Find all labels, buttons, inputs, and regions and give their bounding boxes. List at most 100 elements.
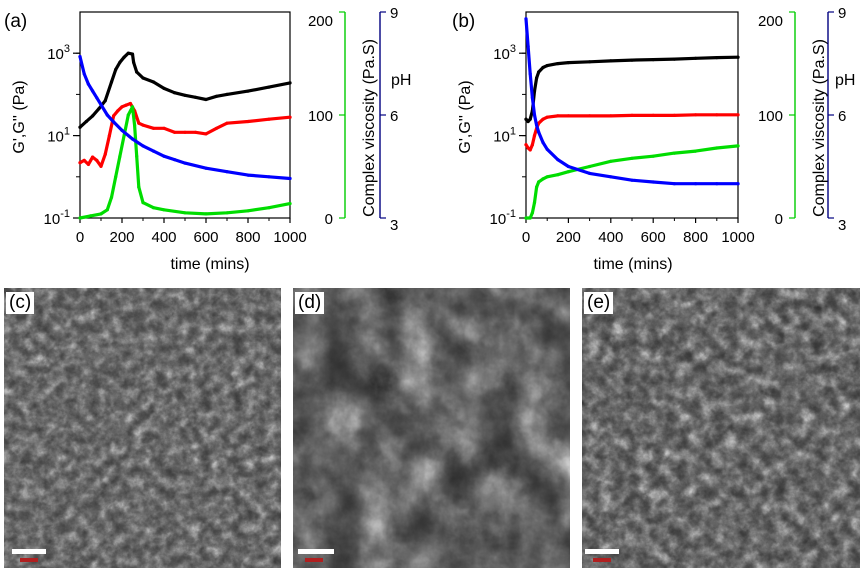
data-point-G-prime-b [528,117,532,121]
data-point-G-double-prime-a [78,161,82,165]
data-point-G-double-prime-b [524,143,528,147]
x-tick-label-b: 200 [556,229,581,246]
data-point-viscosity-a [267,206,271,210]
data-point-G-prime-b [535,76,539,80]
data-point-G-prime-b [630,58,634,62]
data-point-G-double-prime-a [288,115,292,119]
data-point-G-prime-b [715,56,719,60]
y2-tick-label-a: 100 [308,108,333,125]
data-point-viscosity-a [99,212,103,216]
y3-tick-label-b: 3 [838,217,846,234]
data-point-pH-a [78,55,82,59]
data-point-G-double-prime-b [556,114,560,118]
data-point-viscosity-a [141,201,145,205]
data-point-G-prime-a [97,107,101,111]
data-point-G-double-prime-a [162,126,166,130]
data-point-viscosity-a [137,185,141,189]
y-tick-label-a: 103 [47,43,70,63]
x-tick-label-b: 400 [598,229,623,246]
data-point-G-double-prime-a [103,152,107,156]
data-point-pH-b [532,113,537,117]
data-point-G-double-prime-b [630,113,634,117]
x-tick-label-a: 400 [151,229,176,246]
x-tick-label-a: 600 [193,229,218,246]
data-point-viscosity-b [672,151,677,155]
data-point-G-prime-a [130,52,135,56]
chart-panel-a: (a) 0 200 400 600 800 100010-1101103200100096… [4,5,411,273]
data-point-pH-b [524,17,528,21]
y-axis-label-b: G',G'' (Pa) [457,80,474,153]
x-tick-label-b: 0 [522,229,530,246]
y3-tick-label-a: 9 [390,5,398,22]
data-point-viscosity-a [225,211,229,215]
data-point-viscosity-a [114,175,118,179]
data-point-G-double-prime-b [532,134,537,138]
data-point-G-prime-a [118,60,122,64]
data-point-G-prime-b [524,117,528,121]
y-tick-label-a: 101 [47,126,70,146]
data-point-G-double-prime-a [246,119,250,124]
data-point-viscosity-b [736,144,740,148]
data-point-pH-b [535,123,539,127]
data-point-pH-b [526,44,530,48]
data-point-pH-a [151,149,156,153]
data-point-G-double-prime-b [526,146,530,150]
sem-image-d [293,288,570,568]
data-point-viscosity-b [715,146,719,150]
data-point-G-double-prime-b [545,115,549,119]
data-point-viscosity-b [651,154,655,158]
scale-bar-e [585,549,619,554]
data-point-viscosity-a [162,208,166,212]
data-point-pH-a [86,82,90,86]
series-line-G-prime-b [524,55,740,124]
data-point-G-double-prime-b [588,114,592,118]
data-point-viscosity-b [524,216,528,220]
data-point-G-prime-a [78,125,82,129]
data-point-viscosity-b [541,177,545,181]
data-point-G-prime-b [736,55,740,59]
data-point-viscosity-a [246,209,250,213]
data-point-G-double-prime-b [651,113,655,117]
chart-panel-b: (b) 0 200 400 600 800 100010-1101103200100096… [452,5,855,273]
panel-label-a: (a) [4,11,27,32]
data-point-viscosity-a [88,214,93,218]
data-point-pH-b [528,72,532,76]
data-point-G-prime-a [132,60,136,64]
scale-bar-label-e [593,558,611,562]
y-tick-label-b: 103 [493,43,516,63]
data-point-G-prime-b [537,70,541,74]
data-point-viscosity-a [133,123,137,127]
x-axis-label-a: time (mins) [170,256,249,273]
data-point-pH-b [651,180,655,184]
series-layer-b [524,17,740,220]
data-point-G-prime-a [288,81,292,85]
data-point-G-double-prime-a [172,130,177,134]
data-point-pH-b [672,182,677,186]
data-point-G-prime-a [141,76,145,80]
data-point-pH-b [556,158,560,162]
data-point-pH-b [537,130,541,134]
y3-axis-label-b: pH [835,72,855,89]
y-axis-label-a: G',G'' (Pa) [11,80,28,153]
data-point-G-double-prime-a [95,158,99,162]
data-point-pH-a [82,72,86,76]
data-point-G-double-prime-a [120,105,124,109]
data-point-viscosity-a [204,212,208,216]
data-point-G-double-prime-b [694,113,698,117]
data-point-G-double-prime-a [86,162,90,166]
data-point-G-double-prime-b [715,113,719,117]
data-point-viscosity-a [288,202,292,206]
data-point-viscosity-b [566,170,571,174]
data-point-G-double-prime-a [151,126,156,130]
data-point-G-double-prime-a [183,130,187,134]
scale-bar-label-c [20,558,38,562]
data-point-G-double-prime-a [225,121,229,125]
data-point-viscosity-b [530,211,535,215]
data-point-G-prime-a [162,86,166,90]
data-point-G-double-prime-a [137,121,141,125]
data-point-G-prime-b [694,56,698,60]
data-point-G-double-prime-a [107,134,111,138]
data-point-pH-b [609,175,613,179]
data-point-G-prime-a [246,89,250,93]
data-point-pH-b [736,182,740,186]
